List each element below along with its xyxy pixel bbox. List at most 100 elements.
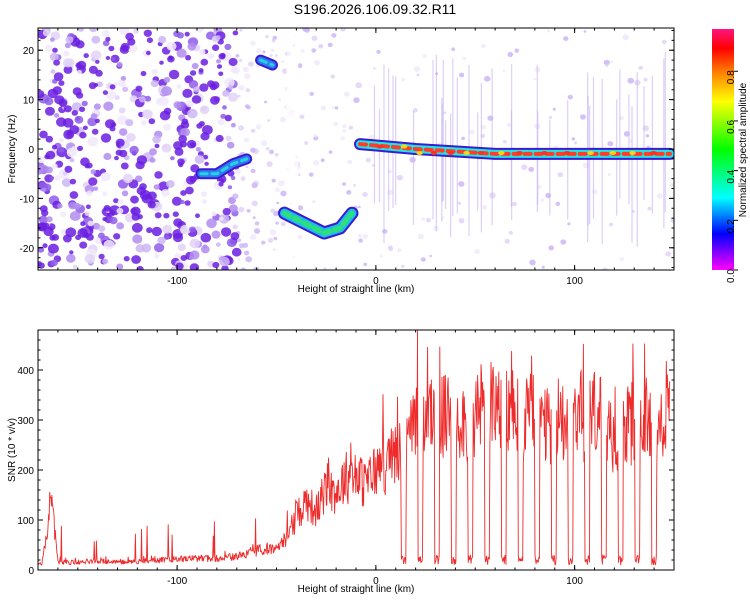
noise-blob bbox=[555, 201, 561, 206]
snr-y-tick-label: 100 bbox=[17, 516, 34, 527]
noise-blob bbox=[161, 86, 173, 96]
noise-blob bbox=[182, 88, 193, 98]
noise-blob bbox=[211, 230, 221, 239]
noise-blob bbox=[199, 105, 210, 115]
noise-blob bbox=[184, 200, 191, 206]
noise-blob bbox=[571, 137, 576, 141]
noise-blob bbox=[334, 106, 339, 110]
noise-blob bbox=[98, 253, 105, 260]
snr-plot-area bbox=[38, 330, 674, 570]
noise-blob bbox=[81, 100, 88, 107]
noise-blob bbox=[274, 152, 279, 157]
noise-blob bbox=[100, 172, 111, 182]
amplitude-peak bbox=[400, 144, 408, 149]
noise-blob bbox=[580, 114, 586, 120]
noise-blob bbox=[51, 234, 60, 241]
noise-blob bbox=[69, 191, 79, 199]
noise-blob bbox=[219, 256, 230, 267]
noise-blob bbox=[610, 60, 614, 64]
noise-blob bbox=[191, 95, 202, 104]
noise-blob bbox=[47, 243, 59, 254]
noise-blob bbox=[88, 65, 98, 74]
noise-blob bbox=[102, 191, 108, 196]
noise-blob bbox=[355, 82, 363, 89]
noise-blob bbox=[560, 239, 567, 245]
noise-blob bbox=[643, 77, 648, 82]
noise-blob bbox=[130, 206, 141, 216]
noise-blob bbox=[202, 244, 208, 249]
noise-blob bbox=[245, 88, 251, 93]
noise-blob bbox=[237, 258, 241, 261]
noise-blob bbox=[266, 161, 273, 167]
noise-blob bbox=[222, 105, 227, 110]
noise-blob bbox=[54, 113, 60, 118]
amplitude-peak bbox=[650, 150, 657, 155]
noise-blob bbox=[56, 117, 67, 127]
noise-blob bbox=[482, 205, 487, 210]
noise-blob bbox=[401, 77, 406, 82]
noise-blob bbox=[187, 108, 198, 119]
spectrogram-y-tick-label: 20 bbox=[23, 46, 35, 57]
noise-blob bbox=[267, 119, 271, 122]
noise-blob bbox=[163, 123, 171, 131]
noise-blob bbox=[297, 205, 304, 211]
spectrogram-x-tick-label: -100 bbox=[167, 276, 187, 287]
noise-blob bbox=[422, 54, 427, 58]
noise-blob bbox=[605, 64, 609, 67]
noise-blob bbox=[194, 155, 205, 164]
noise-blob bbox=[622, 34, 629, 41]
noise-blob bbox=[365, 157, 371, 163]
noise-blob bbox=[541, 265, 545, 269]
noise-blob bbox=[71, 110, 79, 116]
spectrogram-x-label: Height of straight line (km) bbox=[298, 284, 415, 295]
noise-blob bbox=[347, 159, 353, 165]
noise-blob bbox=[44, 97, 54, 106]
snr-y-tick-label: 400 bbox=[17, 366, 34, 377]
noise-blob bbox=[207, 53, 215, 59]
noise-blob bbox=[220, 227, 232, 237]
noise-blob bbox=[244, 73, 251, 80]
noise-blob bbox=[83, 53, 89, 59]
noise-blob bbox=[603, 59, 610, 66]
noise-blob bbox=[313, 160, 320, 166]
noise-blob bbox=[249, 234, 257, 240]
noise-blob bbox=[638, 65, 644, 70]
noise-blob bbox=[82, 125, 88, 130]
noise-blob bbox=[344, 91, 350, 97]
noise-blob bbox=[113, 233, 121, 240]
noise-blob bbox=[215, 35, 221, 41]
noise-blob bbox=[230, 175, 236, 181]
noise-blob bbox=[140, 120, 147, 126]
noise-blob bbox=[170, 156, 175, 161]
noise-blob bbox=[189, 226, 196, 233]
noise-blob bbox=[77, 145, 83, 152]
noise-blob bbox=[330, 74, 336, 79]
noise-blob bbox=[117, 199, 124, 205]
noise-blob bbox=[90, 169, 97, 175]
noise-blob bbox=[109, 126, 116, 132]
noise-blob bbox=[103, 205, 111, 212]
noise-blob bbox=[79, 241, 88, 249]
noise-blob bbox=[567, 94, 573, 100]
colorbar-tick-label: 0.4 bbox=[726, 169, 737, 183]
noise-blob bbox=[260, 140, 268, 147]
noise-blob bbox=[254, 221, 260, 226]
noise-blob bbox=[50, 37, 55, 42]
noise-blob bbox=[137, 214, 143, 220]
noise-blob bbox=[163, 234, 170, 240]
noise-blob bbox=[224, 43, 232, 51]
noise-blob bbox=[239, 28, 243, 32]
noise-blob bbox=[158, 35, 167, 44]
noise-blob bbox=[458, 181, 465, 187]
noise-blob bbox=[96, 81, 103, 88]
noise-blob bbox=[451, 47, 456, 51]
noise-blob bbox=[65, 36, 74, 44]
noise-blob bbox=[508, 231, 513, 235]
noise-blob bbox=[200, 58, 209, 66]
noise-blob bbox=[166, 180, 175, 188]
noise-blob bbox=[80, 221, 86, 227]
noise-blob bbox=[503, 140, 507, 144]
noise-blob bbox=[218, 181, 224, 187]
noise-blob bbox=[222, 207, 231, 216]
noise-blob bbox=[119, 128, 128, 136]
